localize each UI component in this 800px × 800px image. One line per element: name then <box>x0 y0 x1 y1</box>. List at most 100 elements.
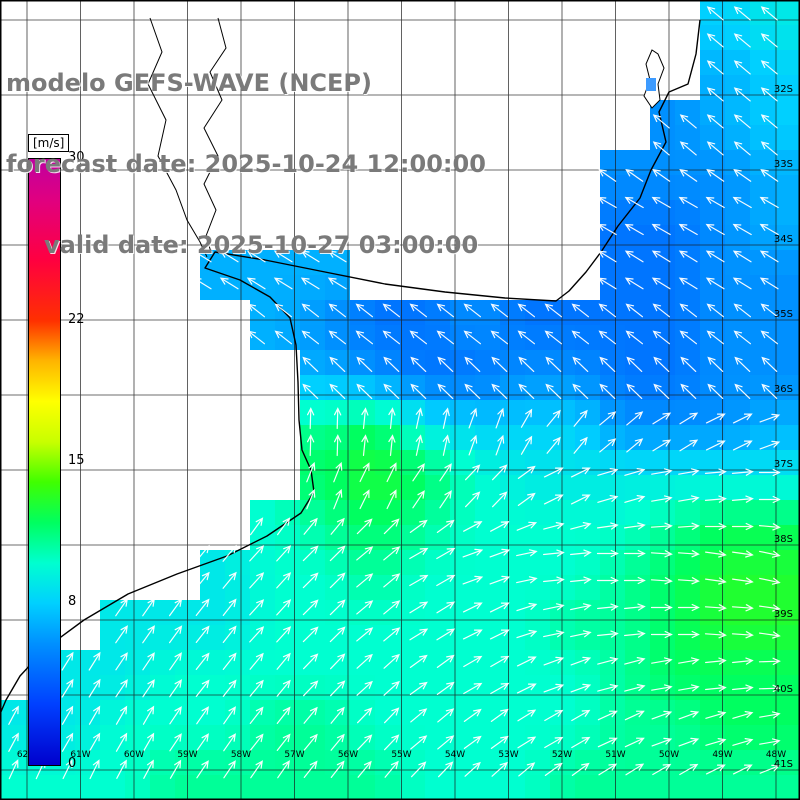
wind-cell <box>125 650 150 675</box>
wind-cell <box>675 475 700 500</box>
wind-cell <box>300 725 325 750</box>
wind-cell <box>675 375 700 400</box>
wind-cell <box>525 775 550 800</box>
wind-cell <box>425 400 450 425</box>
colorbar-tick-label: 0 <box>68 756 77 771</box>
wind-cell <box>475 300 500 325</box>
wind-cell <box>700 175 725 200</box>
lon-label: 61W <box>70 750 90 760</box>
wind-cell <box>375 650 400 675</box>
wind-cell <box>275 775 300 800</box>
wind-cell <box>775 525 800 550</box>
wind-cell <box>375 575 400 600</box>
wind-cell <box>250 550 275 575</box>
wind-cell <box>675 325 700 350</box>
wind-cell <box>400 675 425 700</box>
wind-cell <box>375 550 400 575</box>
wind-cell <box>150 675 175 700</box>
wind-cell <box>725 125 750 150</box>
wind-cell <box>300 525 325 550</box>
wind-cell <box>600 750 625 775</box>
wind-cell <box>475 325 500 350</box>
wind-cell <box>550 375 575 400</box>
wind-cell <box>525 475 550 500</box>
wind-cell <box>450 700 475 725</box>
wind-cell <box>650 775 675 800</box>
wind-cell <box>750 750 775 775</box>
wind-cell <box>375 775 400 800</box>
wind-cell <box>750 100 775 125</box>
wind-cell <box>575 375 600 400</box>
wind-cell <box>350 450 375 475</box>
lat-label: 41S <box>774 759 793 770</box>
wind-cell <box>125 775 150 800</box>
wind-cell <box>775 650 800 675</box>
wind-cell <box>775 700 800 725</box>
wind-cell <box>525 350 550 375</box>
wind-cell <box>575 300 600 325</box>
wind-cell <box>750 175 775 200</box>
coastline-layer <box>0 17 701 715</box>
wind-cell <box>425 650 450 675</box>
wind-cell <box>450 500 475 525</box>
wind-cell <box>750 350 775 375</box>
axis-labels-layer: 32S 33S 34S 35S 36S 37S 38S 39S 40S 41S 62W 61W 60W 5… <box>17 84 793 770</box>
wind-cell <box>775 350 800 375</box>
wind-cell <box>450 425 475 450</box>
wind-cell <box>400 550 425 575</box>
wind-cell <box>550 450 575 475</box>
wind-cell <box>675 300 700 325</box>
lon-label: 58W <box>231 750 251 760</box>
wind-cell <box>450 375 475 400</box>
wind-cell <box>350 475 375 500</box>
wind-cell <box>700 75 725 100</box>
wind-cell <box>400 750 425 775</box>
wind-cell <box>0 775 25 800</box>
wind-cell <box>325 350 350 375</box>
wind-cell <box>300 650 325 675</box>
wind-cell <box>350 425 375 450</box>
wind-cell <box>775 50 800 75</box>
wind-cell <box>75 725 100 750</box>
wind-cell <box>725 425 750 450</box>
wind-cell <box>550 350 575 375</box>
lon-label: 49W <box>712 750 732 760</box>
wind-cell <box>775 150 800 175</box>
wind-cell <box>725 175 750 200</box>
wind-cell <box>575 625 600 650</box>
wind-cell <box>675 625 700 650</box>
colorbar-tick-label: 8 <box>68 594 77 610</box>
wind-cell <box>650 525 675 550</box>
wind-cell <box>475 400 500 425</box>
wind-cell <box>350 700 375 725</box>
wind-cell <box>400 450 425 475</box>
wind-cell <box>625 375 650 400</box>
wind-cell <box>525 425 550 450</box>
wind-cell <box>300 775 325 800</box>
wind-cell <box>725 500 750 525</box>
wind-cell <box>650 400 675 425</box>
model-title: modelo GEFS-WAVE (NCEP) <box>6 69 372 97</box>
wind-cell <box>100 700 125 725</box>
wind-cell <box>300 350 325 375</box>
wind-cell <box>400 400 425 425</box>
wind-cell <box>775 0 800 25</box>
wind-cell <box>775 325 800 350</box>
wind-cell <box>650 725 675 750</box>
wind-cell <box>250 325 275 350</box>
wind-cell <box>450 400 475 425</box>
wind-cell <box>100 600 125 625</box>
wind-cell <box>325 600 350 625</box>
colorbar: [m/s] 30 22 15 8 0 <box>26 132 136 782</box>
wind-cell <box>275 300 300 325</box>
wind-cell <box>700 725 725 750</box>
wind-cell <box>550 775 575 800</box>
wind-cell <box>500 625 525 650</box>
wind-cell <box>500 775 525 800</box>
wind-cell <box>325 675 350 700</box>
wind-cell <box>775 625 800 650</box>
lat-label: 37S <box>774 459 793 470</box>
lon-label: 56W <box>338 750 358 760</box>
lat-label: 33S <box>774 159 793 170</box>
